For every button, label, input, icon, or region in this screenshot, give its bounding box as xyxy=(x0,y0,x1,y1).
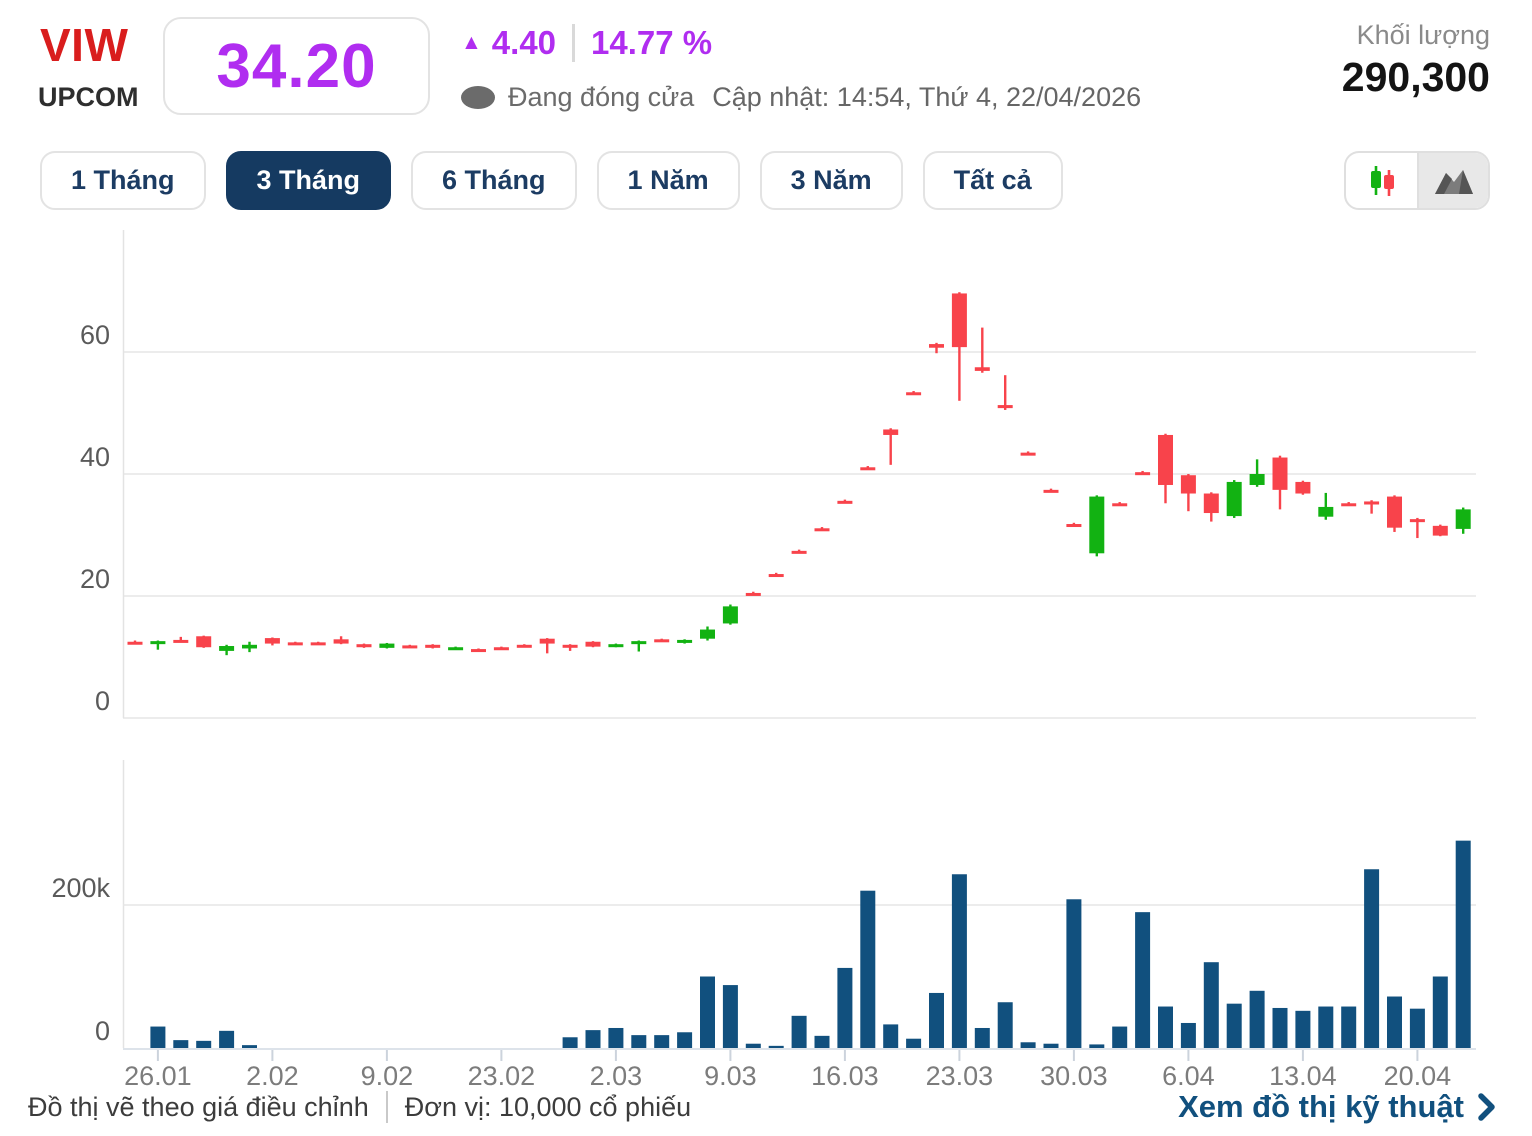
svg-text:23.02: 23.02 xyxy=(468,1061,536,1091)
svg-text:200k: 200k xyxy=(51,873,110,903)
svg-text:9.02: 9.02 xyxy=(361,1061,414,1091)
svg-text:2.02: 2.02 xyxy=(246,1061,299,1091)
range-button-1m[interactable]: 1 Tháng xyxy=(40,151,206,210)
svg-text:40: 40 xyxy=(80,442,110,472)
svg-text:6.04: 6.04 xyxy=(1162,1061,1215,1091)
market-status: Đang đóng cửa xyxy=(508,82,695,112)
svg-text:23.03: 23.03 xyxy=(926,1061,994,1091)
time-range-buttons: 1 Tháng 3 Tháng 6 Tháng 1 Năm 3 Năm Tất … xyxy=(40,151,1063,210)
change-percent: 14.77 % xyxy=(591,24,713,61)
svg-text:26.01: 26.01 xyxy=(124,1061,192,1091)
svg-text:30.03: 30.03 xyxy=(1040,1061,1108,1091)
range-button-3m[interactable]: 3 Tháng xyxy=(225,151,392,210)
svg-text:2.03: 2.03 xyxy=(590,1061,643,1091)
divider xyxy=(572,24,576,62)
area-chart-icon xyxy=(1434,169,1473,194)
stock-symbol: VIW xyxy=(40,19,129,71)
technical-chart-link[interactable]: Xem đồ thị kỹ thuật xyxy=(1178,1089,1496,1125)
market-status-row: Đang đóng cửa Cập nhật: 14:54, Thứ 4, 22… xyxy=(461,82,1141,113)
candlestick-icon xyxy=(1370,165,1394,196)
current-price-box: 34.20 xyxy=(163,17,430,115)
chart-footnote: Đồ thị vẽ theo giá điều chỉnh Đơn vị: 10… xyxy=(28,1091,691,1123)
volume-value: 290,300 xyxy=(1341,54,1490,100)
svg-text:9.03: 9.03 xyxy=(704,1061,757,1091)
svg-text:13.04: 13.04 xyxy=(1269,1061,1337,1091)
up-arrow-icon: ▲ xyxy=(461,31,482,54)
unit-note: Đơn vị: 10,000 cổ phiếu xyxy=(404,1091,692,1122)
technical-chart-link-label: Xem đồ thị kỹ thuật xyxy=(1178,1089,1464,1124)
candlestick-chart-button[interactable] xyxy=(1346,153,1417,208)
change-value: 4.40 xyxy=(491,24,557,61)
volume-label: Khối lượng xyxy=(1356,20,1490,50)
range-button-1y[interactable]: 1 Năm xyxy=(596,151,740,210)
chart-type-toggle xyxy=(1344,151,1490,210)
range-button-3y[interactable]: 3 Năm xyxy=(759,151,903,210)
current-price: 34.20 xyxy=(216,31,377,101)
last-updated: Cập nhật: 14:54, Thứ 4, 22/04/2026 xyxy=(712,82,1142,112)
svg-text:20.04: 20.04 xyxy=(1384,1061,1452,1091)
svg-text:20: 20 xyxy=(80,564,110,594)
svg-text:0: 0 xyxy=(95,1016,110,1046)
svg-text:16.03: 16.03 xyxy=(811,1061,879,1091)
chevron-right-icon xyxy=(1478,1093,1495,1121)
market-closed-icon xyxy=(461,86,495,109)
range-button-6m[interactable]: 6 Tháng xyxy=(411,151,577,210)
price-change-row: ▲ 4.40 14.77 % xyxy=(461,24,712,62)
area-chart-button[interactable] xyxy=(1417,153,1488,208)
adjusted-price-note: Đồ thị vẽ theo giá điều chỉnh xyxy=(28,1091,369,1122)
divider xyxy=(385,1091,388,1123)
svg-text:60: 60 xyxy=(80,320,110,350)
range-button-all[interactable]: Tất cả xyxy=(922,151,1063,210)
exchange-name: UPCOM xyxy=(38,82,139,112)
svg-text:0: 0 xyxy=(95,686,110,716)
